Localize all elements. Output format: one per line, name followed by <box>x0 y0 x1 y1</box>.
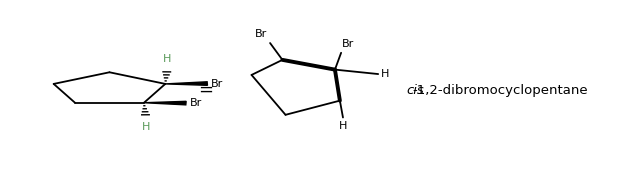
Text: Br: Br <box>255 29 267 39</box>
Text: -1,2-dibromocyclopentane: -1,2-dibromocyclopentane <box>412 84 588 96</box>
Text: H: H <box>381 69 390 79</box>
Text: Br: Br <box>343 39 355 49</box>
Polygon shape <box>166 82 207 85</box>
Text: cis: cis <box>406 84 423 96</box>
Polygon shape <box>144 101 186 105</box>
Text: H: H <box>142 122 150 132</box>
Text: Br: Br <box>190 98 202 108</box>
Text: Br: Br <box>211 78 223 89</box>
Text: H: H <box>163 54 171 64</box>
Text: =: = <box>198 81 213 99</box>
Text: H: H <box>339 121 347 131</box>
